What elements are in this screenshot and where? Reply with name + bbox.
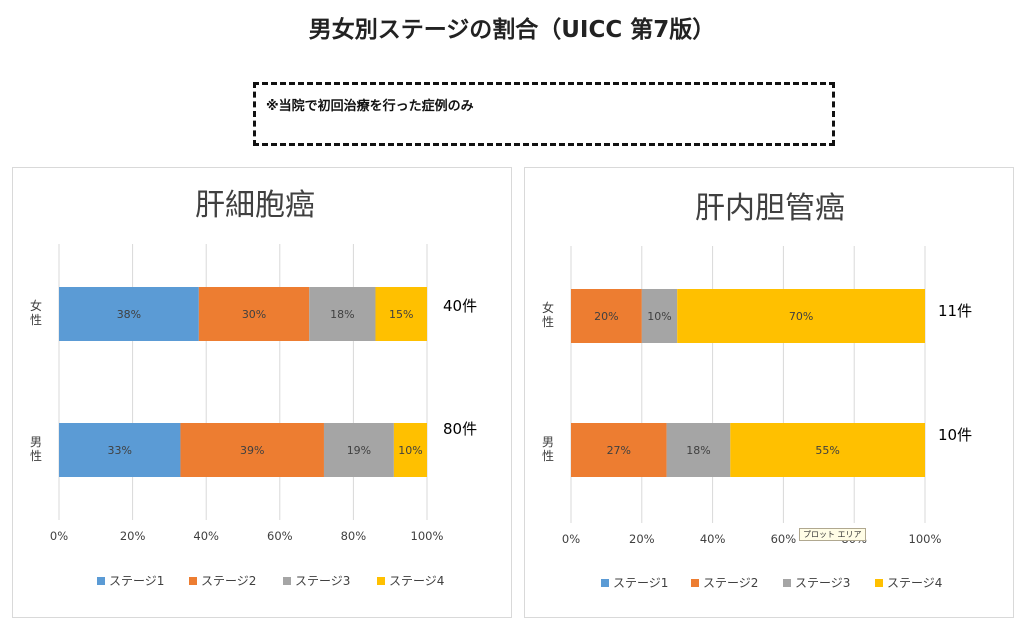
category-label: 性	[30, 449, 42, 463]
bar-segment	[571, 289, 642, 343]
bar-data-label: 70%	[789, 310, 813, 323]
page-title: 男女別ステージの割合（UICC 第7版）	[308, 17, 716, 43]
category-label: 男	[542, 435, 554, 449]
x-tick-label: 0%	[50, 529, 68, 543]
bar-data-label: 33%	[107, 444, 131, 457]
legend-label: ステージ3	[795, 576, 850, 590]
legend-label: ステージ3	[295, 574, 350, 588]
x-tick-label: 60%	[267, 529, 293, 543]
legend-label: ステージ2	[703, 576, 758, 590]
bar-data-label: 10%	[647, 310, 671, 323]
x-tick-label: 20%	[629, 532, 655, 546]
bar-data-label: 39%	[240, 444, 264, 457]
bar-data-label: 38%	[117, 308, 141, 321]
legend-swatch	[283, 577, 291, 585]
bar-segment	[677, 289, 925, 343]
category-label: 性	[30, 313, 42, 327]
bar-segment	[198, 287, 310, 341]
category-label: 性	[542, 315, 554, 329]
bar-segment	[375, 287, 427, 341]
legend-label: ステージ4	[887, 576, 942, 590]
x-tick-label: 100%	[411, 529, 444, 543]
category-label: 女	[30, 298, 42, 313]
note-text: ※当院で初回治療を行った症例のみ	[266, 99, 474, 114]
bar-segment	[180, 423, 324, 477]
bar-data-label: 30%	[242, 308, 266, 321]
bar-segment	[393, 423, 427, 477]
legend-swatch	[783, 579, 791, 587]
legend-swatch	[601, 579, 609, 587]
category-label: 男	[30, 435, 42, 449]
legend-swatch	[691, 579, 699, 587]
x-tick-label: 0%	[562, 532, 580, 546]
count-label: 40件	[443, 297, 477, 315]
legend-label: ステージ1	[613, 576, 668, 590]
plot-area-tooltip: プロット エリア	[799, 528, 866, 541]
legend-swatch	[189, 577, 197, 585]
legend-swatch	[97, 577, 105, 585]
bar-data-label: 18%	[686, 444, 710, 457]
category-label: 性	[542, 449, 554, 463]
legend-label: ステージ2	[201, 574, 256, 588]
x-tick-label: 60%	[771, 532, 797, 546]
chart-svg-icc: 肝内胆管癌0%20%40%60%80%100%20%10%70%女性11件27%…	[542, 191, 972, 590]
category-label: 女	[542, 300, 554, 315]
bar-segment	[571, 423, 667, 477]
x-tick-label: 40%	[700, 532, 726, 546]
legend-label: ステージ1	[109, 574, 164, 588]
bar-data-label: 19%	[347, 444, 371, 457]
chart-title: 肝内胆管癌	[695, 191, 845, 226]
bar-data-label: 15%	[389, 308, 413, 321]
bar-data-label: 18%	[330, 308, 354, 321]
bar-segment	[323, 423, 394, 477]
bar-data-label: 20%	[594, 310, 618, 323]
chart-title: 肝細胞癌	[195, 188, 315, 223]
chart-panel-icc[interactable]: 肝内胆管癌0%20%40%60%80%100%20%10%70%女性11件27%…	[524, 167, 1014, 618]
chart-panel-hcc[interactable]: 肝細胞癌 0% 20% 40% 60% 80% 100% 38% 30% 18% 15% 女性 40件 3…	[12, 167, 512, 618]
bar-data-label: 55%	[815, 444, 839, 457]
bar-segment	[59, 423, 181, 477]
x-tick-label: 20%	[120, 529, 146, 543]
legend-swatch	[875, 579, 883, 587]
bar-data-label: 27%	[607, 444, 631, 457]
bar-segment	[730, 423, 925, 477]
x-tick-label: 40%	[193, 529, 219, 543]
legend-label: ステージ4	[389, 574, 444, 588]
count-label: 10件	[938, 426, 972, 444]
x-tick-label: 80%	[341, 529, 367, 543]
count-label: 80件	[443, 420, 477, 438]
bar-segment	[59, 287, 199, 341]
bar-segment	[309, 287, 376, 341]
count-label: 11件	[938, 302, 972, 320]
note-box: ※当院で初回治療を行った症例のみ	[253, 82, 835, 146]
bar-segment	[666, 423, 731, 477]
bar-segment	[641, 289, 678, 343]
x-tick-label: 100%	[909, 532, 942, 546]
legend-swatch	[377, 577, 385, 585]
bar-data-label: 10%	[398, 444, 422, 457]
